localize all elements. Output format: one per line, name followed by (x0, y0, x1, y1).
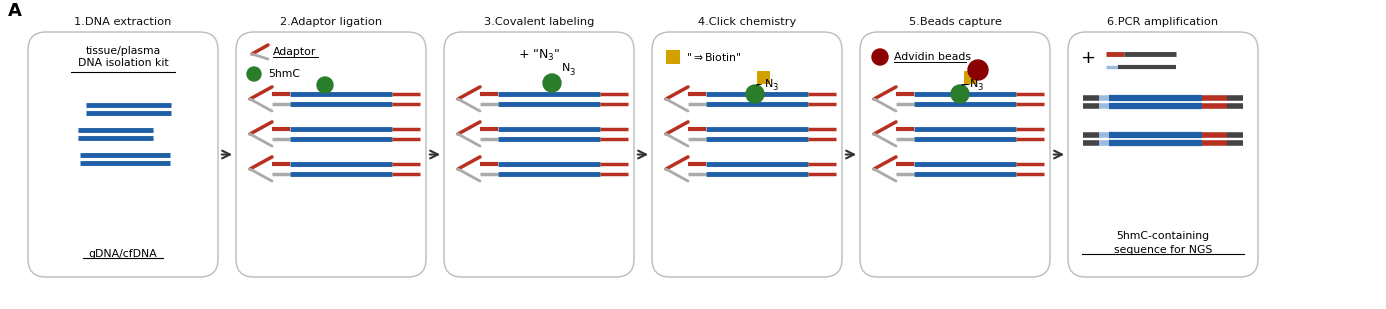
Circle shape (872, 49, 888, 65)
Text: 4.Click chemistry: 4.Click chemistry (699, 17, 796, 27)
Circle shape (951, 85, 969, 103)
FancyBboxPatch shape (1069, 32, 1258, 277)
Circle shape (247, 67, 261, 81)
Text: 3: 3 (772, 83, 778, 92)
Text: + "N$_3$": + "N$_3$" (518, 48, 560, 63)
Circle shape (317, 77, 333, 93)
FancyBboxPatch shape (28, 32, 218, 277)
Text: Advidin beads: Advidin beads (894, 52, 972, 62)
Text: "$\Rightarrow$Biotin": "$\Rightarrow$Biotin" (686, 51, 742, 63)
Text: 3.Covalent labeling: 3.Covalent labeling (484, 17, 595, 27)
Circle shape (746, 85, 764, 103)
FancyBboxPatch shape (757, 71, 771, 84)
Text: 5hmC-containing: 5hmC-containing (1117, 231, 1210, 241)
Text: Adaptor: Adaptor (273, 47, 316, 57)
Circle shape (543, 74, 561, 92)
Text: tissue/plasma: tissue/plasma (86, 46, 161, 56)
Text: 6.PCR amplification: 6.PCR amplification (1107, 17, 1218, 27)
Text: 1.DNA extraction: 1.DNA extraction (75, 17, 172, 27)
Text: N: N (970, 79, 979, 89)
Text: 3: 3 (570, 68, 574, 77)
Text: N: N (765, 79, 773, 89)
FancyBboxPatch shape (859, 32, 1051, 277)
FancyBboxPatch shape (444, 32, 633, 277)
FancyBboxPatch shape (236, 32, 426, 277)
FancyBboxPatch shape (965, 71, 977, 84)
Circle shape (967, 60, 988, 80)
Text: A: A (8, 2, 22, 20)
Text: 3: 3 (977, 83, 983, 92)
Text: 5.Beads capture: 5.Beads capture (909, 17, 1002, 27)
Text: DNA isolation kit: DNA isolation kit (78, 58, 168, 68)
Text: gDNA/cfDNA: gDNA/cfDNA (89, 249, 158, 259)
Text: sequence for NGS: sequence for NGS (1114, 245, 1213, 255)
Text: +: + (1081, 49, 1095, 67)
Text: 5hmC: 5hmC (267, 69, 299, 79)
FancyBboxPatch shape (667, 50, 681, 64)
Text: N: N (561, 63, 571, 73)
Text: 2.Adaptor ligation: 2.Adaptor ligation (280, 17, 383, 27)
FancyBboxPatch shape (651, 32, 843, 277)
